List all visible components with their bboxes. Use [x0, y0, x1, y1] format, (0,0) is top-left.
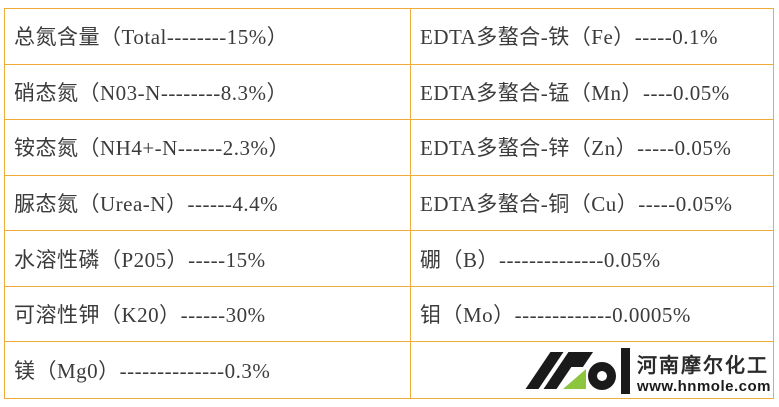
spec-text: 总氮含量（Total--------15%） [14, 25, 289, 50]
spec-text: 水溶性磷（P205）-----15% [14, 247, 266, 272]
spec-text: 铵态氮（NH4+-N------2.3%） [14, 136, 291, 161]
spec-cell-molybdenum: 钼（Mo）-------------0.0005% [410, 286, 773, 343]
logo-bar-icon [621, 348, 631, 394]
logo-text-block: 河南摩尔化工 www.hnmole.com [637, 356, 771, 394]
spec-cell-nitrate-nitrogen: 硝态氮（N03-N--------8.3%） [5, 65, 410, 121]
spec-cell-phosphorus: 水溶性磷（P205）-----15% [5, 231, 410, 287]
spec-text: 脲态氮（Urea-N）------4.4% [14, 191, 279, 216]
spec-cell-magnesium: 镁（Mg0）--------------0.3% [5, 342, 410, 398]
spec-cell-total-nitrogen: 总氮含量（Total--------15%） [5, 9, 410, 65]
company-name: 河南摩尔化工 [637, 355, 770, 377]
spec-text: 可溶性钾（K20）------30% [14, 303, 266, 328]
logo-ring-icon [588, 362, 617, 390]
spec-cell-potassium: 可溶性钾（K20）------30% [5, 287, 410, 343]
spec-cell-edta-fe: EDTA多螯合-铁（Fe）-----0.1% [410, 9, 773, 65]
spec-cell-ammonium-nitrogen: 铵态氮（NH4+-N------2.3%） [5, 120, 410, 176]
spec-text: EDTA多螯合-铁（Fe）-----0.1% [420, 25, 719, 50]
spec-text: 镁（Mg0）--------------0.3% [14, 359, 271, 384]
spec-cell-urea-nitrogen: 脲态氮（Urea-N）------4.4% [5, 176, 410, 232]
spec-cell-boron: 硼（B）--------------0.05% [410, 231, 773, 287]
spec-text: EDTA多螯合-锰（Mn）----0.05% [420, 80, 730, 105]
spec-text: 钼（Mo）-------------0.0005% [420, 303, 691, 328]
nutrient-spec-table: 总氮含量（Total--------15%） EDTA多螯合-铁（Fe）----… [4, 8, 774, 399]
mol-logo-mark-icon [525, 347, 632, 394]
spec-text: EDTA多螯合-铜（Cu）-----0.05% [420, 191, 733, 216]
mol-company-logo: 河南摩尔化工 www.hnmole.com [525, 347, 771, 394]
spec-cell-edta-mn: EDTA多螯合-锰（Mn）----0.05% [410, 64, 773, 121]
spec-text: 硝态氮（N03-N--------8.3%） [14, 80, 289, 105]
spec-cell-edta-cu: EDTA多螯合-铜（Cu）-----0.05% [410, 175, 773, 232]
spec-text: EDTA多螯合-锌（Zn）-----0.05% [420, 136, 732, 161]
spec-text: 硼（B）--------------0.05% [420, 247, 661, 272]
logo-cell: 河南摩尔化工 www.hnmole.com [410, 342, 773, 398]
spec-cell-edta-zn: EDTA多螯合-锌（Zn）-----0.05% [410, 120, 773, 176]
website-url: www.hnmole.com [637, 378, 771, 395]
